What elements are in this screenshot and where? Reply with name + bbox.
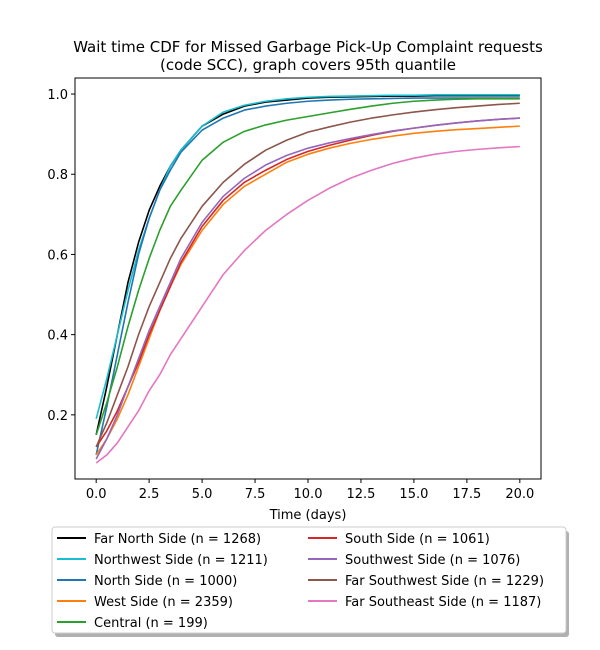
y-tick-label: 0.6 bbox=[47, 248, 68, 263]
series-line-northwest-side bbox=[95, 94, 520, 420]
x-tick-label: 2.5 bbox=[139, 487, 160, 502]
legend-label-north-side: North Side (n = 1000) bbox=[94, 574, 237, 589]
x-tick-label: 10.0 bbox=[294, 487, 323, 502]
x-tick-label: 15.0 bbox=[399, 487, 428, 502]
chart-title-line-1: Wait time CDF for Missed Garbage Pick-Up… bbox=[73, 38, 543, 56]
series-line-west-side bbox=[95, 125, 520, 456]
x-axis-label: Time (days) bbox=[269, 508, 347, 523]
x-tick-label: 5.0 bbox=[192, 487, 213, 502]
legend-label-far-southwest-side: Far Southwest Side (n = 1229) bbox=[345, 574, 544, 589]
y-tick-label: 0.8 bbox=[47, 168, 68, 183]
x-axis-ticks: 0.0 2.5 5.0 7.5 10.0 12.5 15.0 17.5 20.0 bbox=[86, 479, 534, 502]
x-tick-label: 17.5 bbox=[452, 487, 481, 502]
y-axis-ticks: 0.2 0.4 0.6 0.8 1.0 bbox=[47, 88, 75, 424]
series-line-far-north-side bbox=[95, 94, 520, 436]
series-layer bbox=[95, 94, 520, 464]
legend-label-central: Central (n = 199) bbox=[94, 616, 208, 631]
series-line-far-southwest-side bbox=[95, 102, 520, 448]
x-tick-label: 12.5 bbox=[346, 487, 375, 502]
legend-label-southwest-side: Southwest Side (n = 1076) bbox=[345, 553, 520, 568]
legend-items: Far North Side (n = 1268) Northwest Side … bbox=[57, 532, 544, 631]
x-tick-label: 20.0 bbox=[505, 487, 534, 502]
series-line-far-southeast-side bbox=[95, 145, 520, 464]
legend-label-far-north-side: Far North Side (n = 1268) bbox=[94, 532, 261, 547]
legend-label-far-southeast-side: Far Southeast Side (n = 1187) bbox=[345, 595, 541, 610]
x-tick-label: 0.0 bbox=[86, 487, 107, 502]
legend-label-south-side: South Side (n = 1061) bbox=[345, 532, 490, 547]
y-tick-label: 1.0 bbox=[47, 88, 68, 103]
x-tick-label: 7.5 bbox=[245, 487, 266, 502]
legend-label-northwest-side: Northwest Side (n = 1211) bbox=[94, 553, 268, 568]
y-tick-label: 0.2 bbox=[47, 409, 68, 424]
series-line-north-side bbox=[95, 97, 520, 456]
chart-title-line-2: (code SCC), graph covers 95th quantile bbox=[160, 56, 456, 74]
plot-frame bbox=[74, 77, 542, 480]
series-line-central bbox=[95, 98, 520, 436]
legend: Far North Side (n = 1268) Northwest Side … bbox=[51, 526, 569, 637]
y-tick-label: 0.4 bbox=[47, 329, 68, 344]
series-line-southwest-side bbox=[95, 117, 520, 460]
legend-label-west-side: West Side (n = 2359) bbox=[94, 595, 233, 610]
